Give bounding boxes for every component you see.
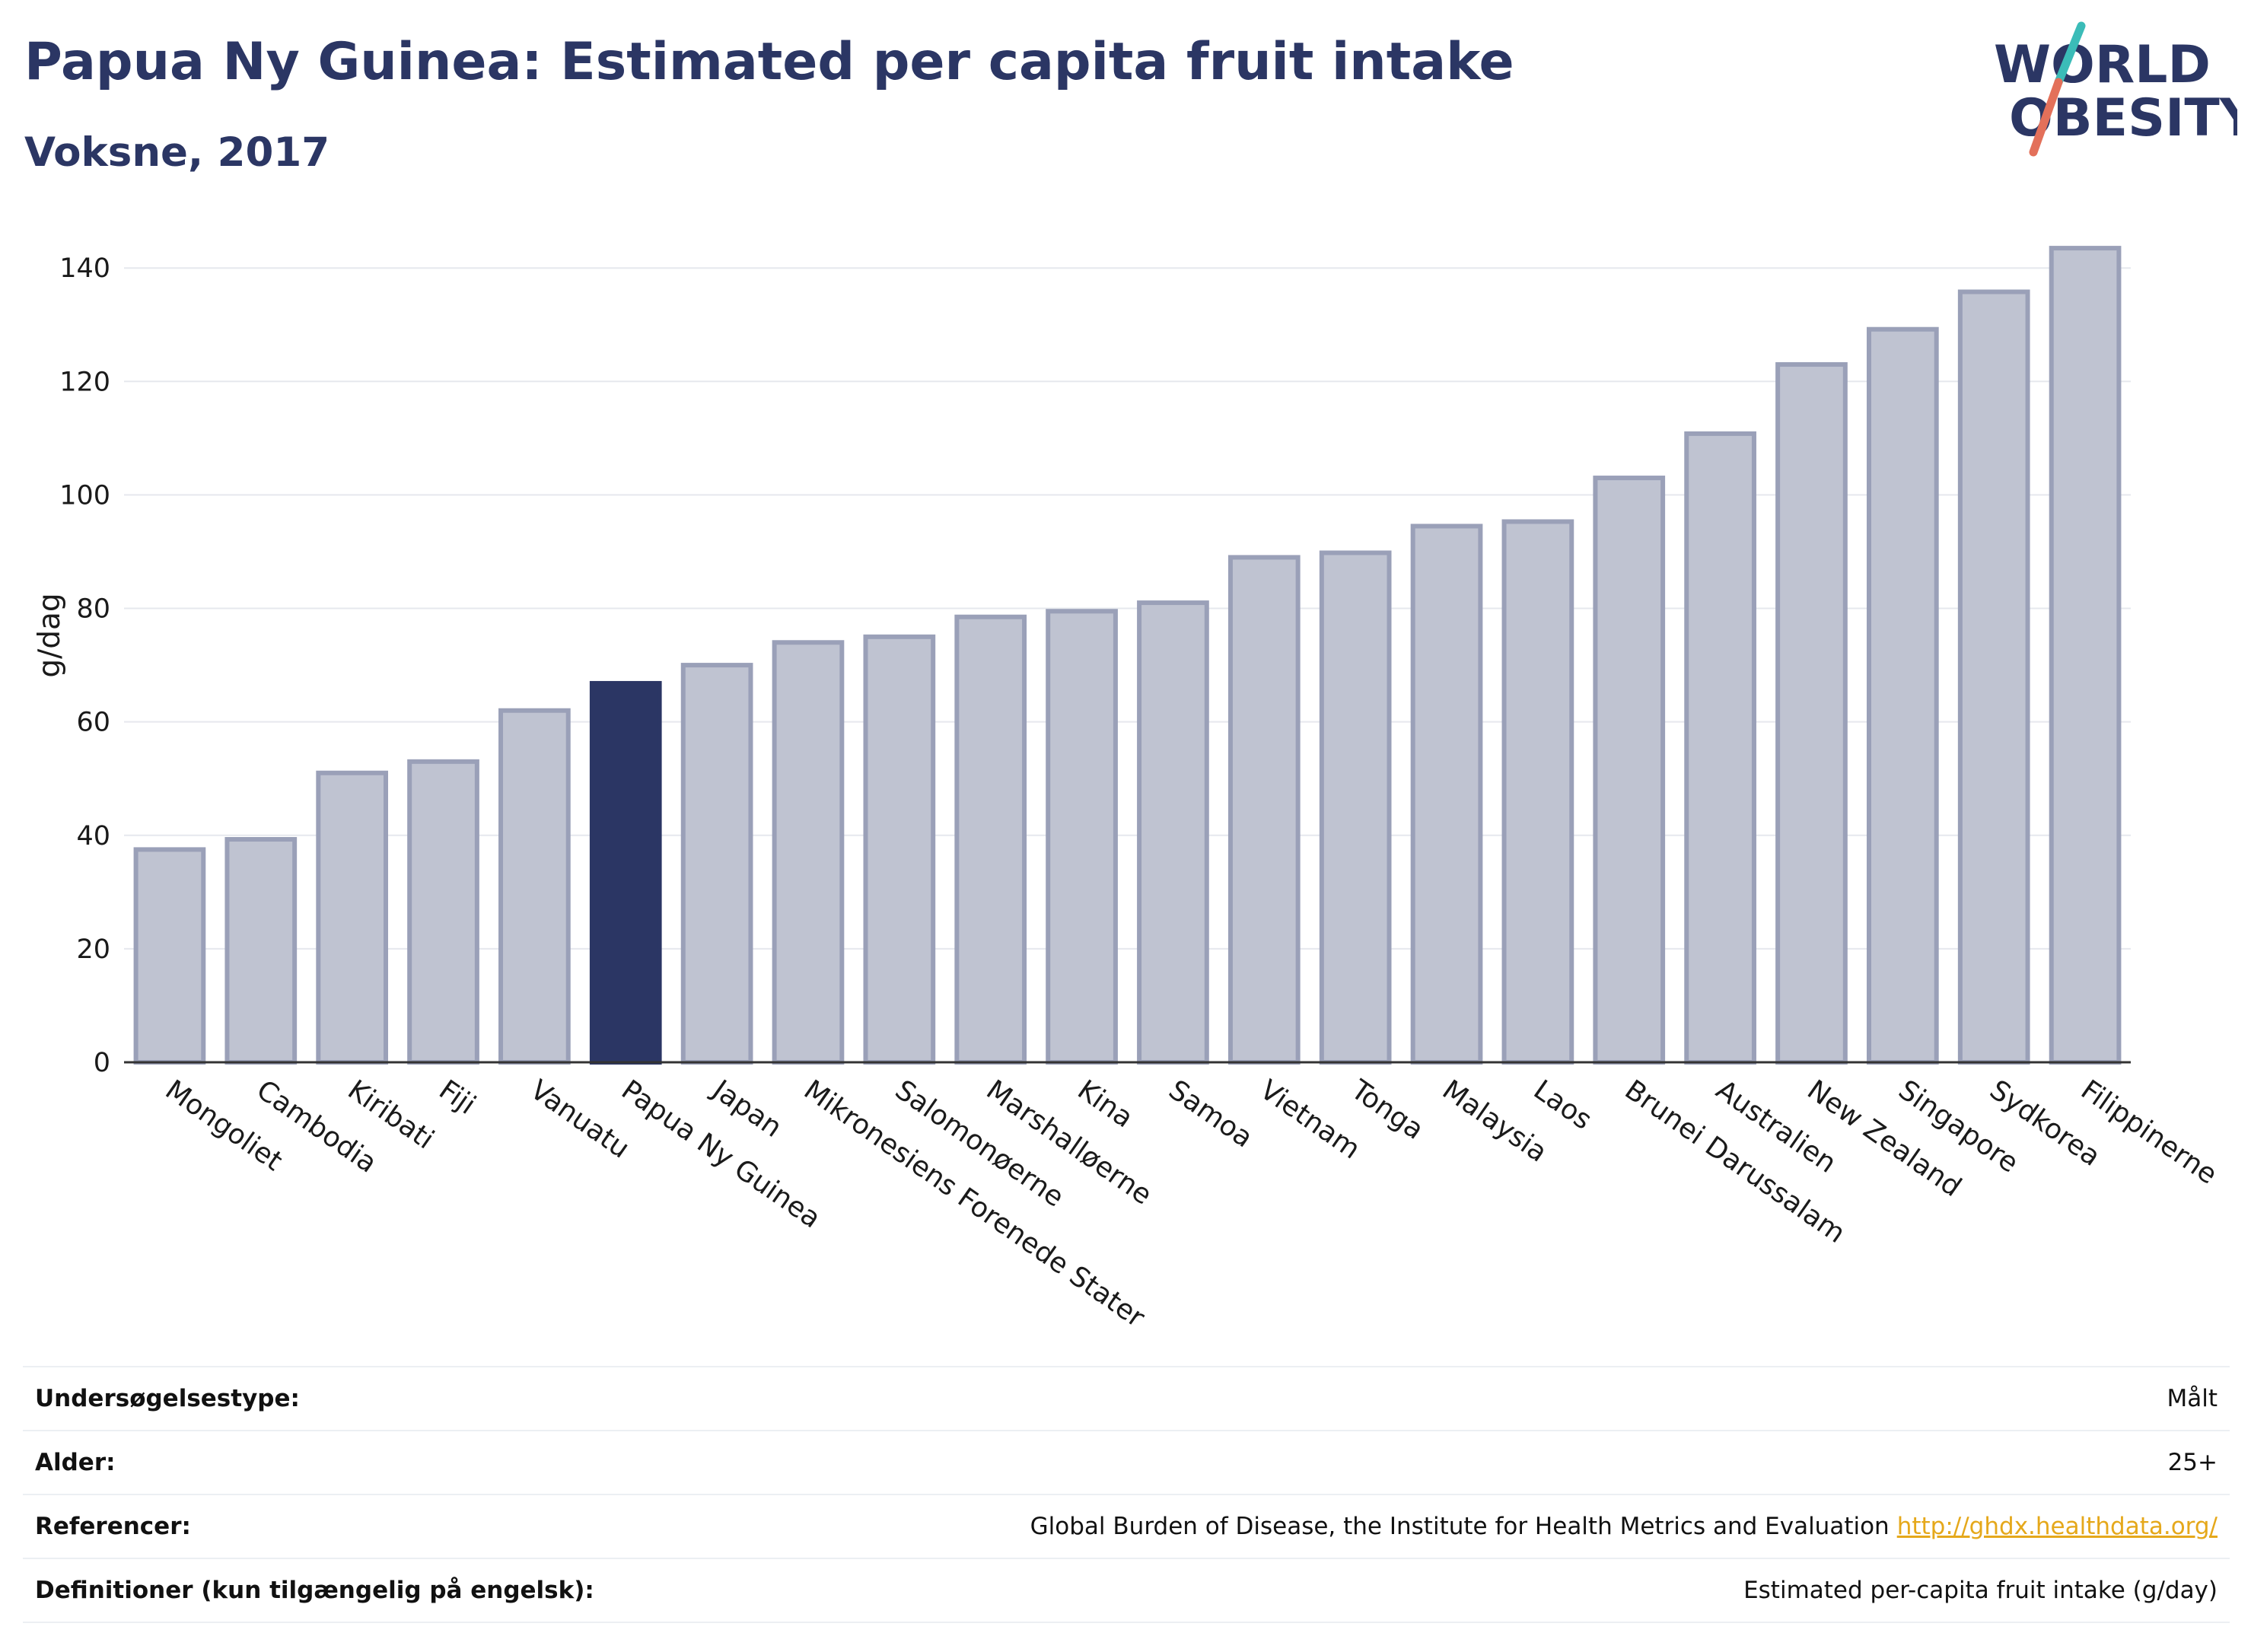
y-tick-label: 100	[59, 480, 110, 511]
world-obesity-logo: WORLD OBESITY	[1994, 21, 2237, 157]
bar	[133, 847, 206, 1065]
bar	[1137, 600, 1209, 1065]
x-tick-label: Kina	[1071, 1074, 1138, 1135]
meta-label: Alder:	[35, 1449, 116, 1476]
bar	[1593, 476, 1666, 1065]
bar	[1957, 289, 2030, 1065]
bar	[224, 836, 298, 1065]
meta-value-reference: Global Burden of Disease, the Institute …	[1030, 1513, 2218, 1540]
x-tick-label: Filippinerne	[2075, 1074, 2223, 1191]
meta-row-definitions: Definitioner (kun tilgængelig på engelsk…	[23, 1559, 2230, 1623]
y-axis-label: g/dag	[33, 593, 67, 677]
meta-label: Referencer:	[35, 1513, 191, 1540]
bar	[1227, 555, 1301, 1065]
bar	[1501, 519, 1574, 1065]
y-tick-label: 120	[59, 367, 110, 397]
bar	[316, 770, 389, 1065]
y-tick-label: 20	[76, 934, 110, 965]
reference-text: Global Burden of Disease, the Institute …	[1030, 1513, 1890, 1540]
bar	[772, 640, 845, 1065]
bar	[1046, 609, 1118, 1065]
x-tick-label: Vietnam	[1254, 1074, 1365, 1166]
bar	[954, 614, 1027, 1065]
meta-row-age: Alder: 25+	[23, 1431, 2230, 1495]
y-tick-label: 80	[76, 594, 110, 625]
meta-row-survey-type: Undersøgelsestype: Målt	[23, 1367, 2230, 1431]
bar	[1684, 431, 1756, 1065]
reference-link[interactable]: http://ghdx.healthdata.org/	[1896, 1513, 2218, 1540]
bar	[498, 708, 571, 1065]
x-tick-label: Marshalløerne	[981, 1074, 1157, 1211]
bar	[2049, 246, 2122, 1065]
logo-slash-red	[2029, 78, 2063, 157]
y-tick-label: 60	[76, 708, 110, 738]
logo-slash-teal	[2054, 21, 2086, 87]
bar	[1775, 361, 1848, 1065]
bar-highlighted	[589, 680, 662, 1065]
y-tick-label: 140	[59, 253, 110, 284]
bar	[407, 759, 479, 1065]
meta-label: Definitioner (kun tilgængelig på engelsk…	[35, 1577, 594, 1604]
logo-line-world: WORLD	[1994, 35, 2211, 95]
x-tick-label: Vanuatu	[524, 1074, 635, 1165]
meta-value: Estimated per-capita fruit intake (g/day…	[1743, 1577, 2218, 1604]
metadata-table: Undersøgelsestype: Målt Alder: 25+ Refer…	[23, 1366, 2230, 1623]
meta-value: Målt	[2167, 1385, 2218, 1412]
x-tick-label: Fiji	[433, 1074, 481, 1121]
chart-subtitle: Voksne, 2017	[24, 129, 330, 176]
bar	[1410, 524, 1483, 1065]
chart-title: Papua Ny Guinea: Estimated per capita fr…	[24, 32, 1514, 92]
bar	[863, 634, 936, 1065]
bar-chart: 020406080100120140MongolietCambodiaKirib…	[33, 246, 2223, 1334]
x-tick-label: Samoa	[1163, 1074, 1258, 1154]
y-tick-label: 40	[76, 821, 110, 851]
bar-layer	[133, 246, 2122, 1065]
y-tick-label: 0	[94, 1048, 110, 1078]
meta-row-references: Referencer: Global Burden of Disease, th…	[23, 1495, 2230, 1559]
x-tick-label: New Zealand	[1801, 1074, 1966, 1203]
meta-label: Undersøgelsestype:	[35, 1385, 300, 1412]
x-tick-label: Laos	[1528, 1074, 1597, 1136]
bar	[1319, 550, 1392, 1065]
bar	[680, 663, 753, 1065]
bar	[1866, 326, 1939, 1065]
meta-value: 25+	[2167, 1449, 2218, 1476]
